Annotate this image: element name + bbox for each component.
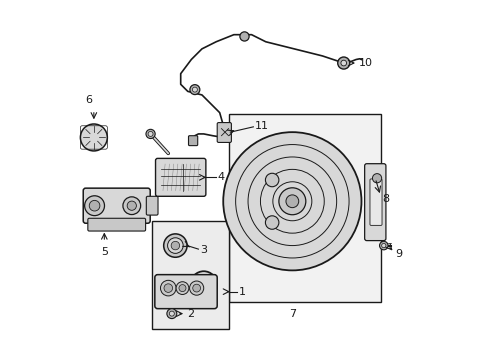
- Circle shape: [278, 188, 305, 215]
- FancyBboxPatch shape: [364, 164, 385, 240]
- Circle shape: [337, 57, 349, 69]
- Circle shape: [340, 60, 346, 66]
- Circle shape: [381, 243, 385, 248]
- FancyBboxPatch shape: [155, 275, 217, 309]
- FancyBboxPatch shape: [217, 123, 231, 143]
- Text: 3: 3: [200, 245, 207, 255]
- Bar: [152, 221, 228, 329]
- Text: 6: 6: [85, 95, 92, 104]
- Circle shape: [179, 285, 185, 292]
- Circle shape: [169, 311, 174, 316]
- Circle shape: [171, 241, 179, 250]
- Circle shape: [163, 284, 172, 292]
- Text: 5: 5: [101, 247, 107, 257]
- FancyBboxPatch shape: [188, 136, 197, 145]
- FancyBboxPatch shape: [155, 158, 205, 196]
- Circle shape: [167, 238, 183, 253]
- FancyBboxPatch shape: [88, 218, 145, 231]
- FancyBboxPatch shape: [369, 179, 381, 225]
- Bar: [228, 114, 380, 302]
- Circle shape: [160, 280, 176, 296]
- Circle shape: [240, 32, 248, 41]
- Ellipse shape: [265, 173, 278, 187]
- Circle shape: [189, 281, 203, 295]
- Circle shape: [192, 284, 200, 292]
- Circle shape: [192, 87, 197, 92]
- Text: 11: 11: [254, 121, 268, 131]
- Text: 10: 10: [358, 58, 372, 68]
- Text: 8: 8: [382, 194, 389, 204]
- Circle shape: [148, 131, 153, 136]
- FancyBboxPatch shape: [83, 188, 150, 223]
- FancyBboxPatch shape: [146, 196, 158, 215]
- Circle shape: [379, 241, 387, 250]
- Circle shape: [89, 201, 100, 211]
- Circle shape: [122, 197, 141, 215]
- Circle shape: [223, 132, 361, 270]
- Text: 1: 1: [238, 287, 245, 297]
- Circle shape: [84, 196, 104, 216]
- Circle shape: [372, 174, 381, 183]
- Text: 7: 7: [288, 309, 295, 319]
- Circle shape: [189, 85, 200, 95]
- Circle shape: [176, 282, 188, 294]
- Circle shape: [80, 124, 107, 151]
- Circle shape: [145, 129, 155, 139]
- Circle shape: [127, 201, 136, 210]
- Text: 4: 4: [218, 172, 224, 183]
- Circle shape: [166, 309, 177, 319]
- Text: 9: 9: [394, 249, 402, 260]
- Text: 2: 2: [187, 309, 194, 319]
- Circle shape: [285, 195, 298, 208]
- Circle shape: [163, 234, 187, 257]
- Ellipse shape: [265, 216, 278, 229]
